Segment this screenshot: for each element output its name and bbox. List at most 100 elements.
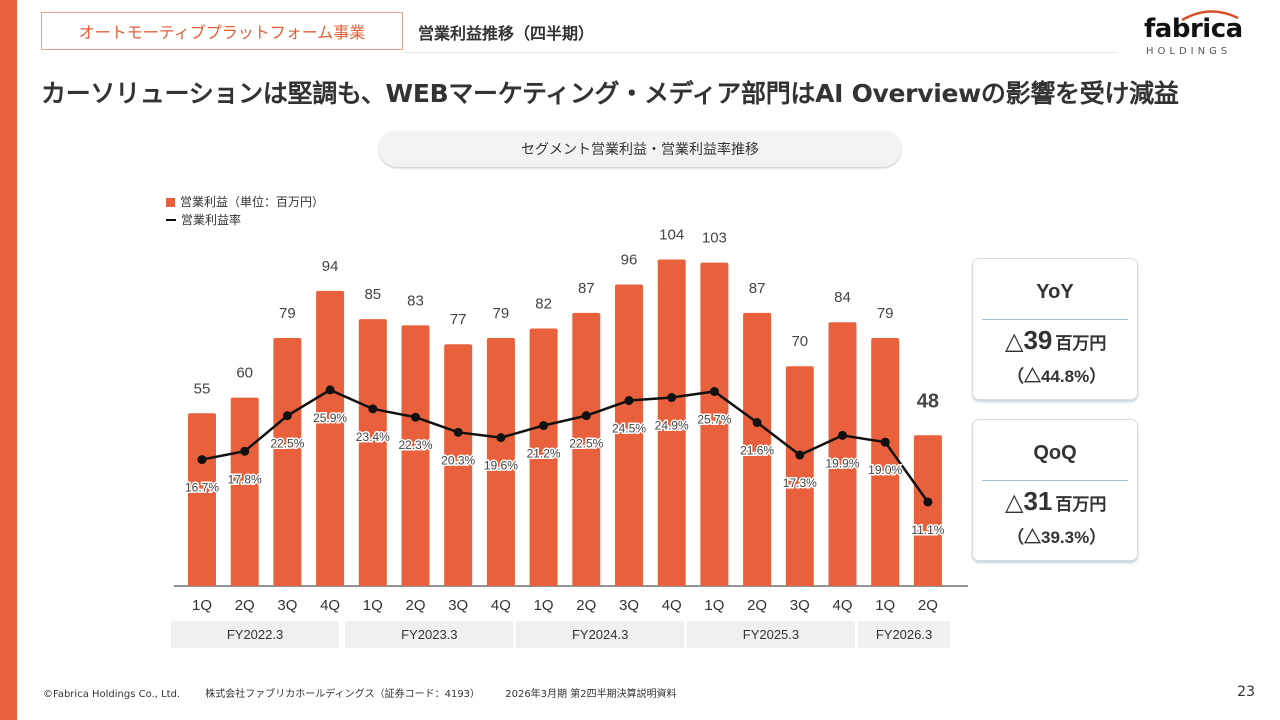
bar-operating-profit (230, 397, 259, 586)
margin-point (240, 446, 250, 456)
margin-point (411, 412, 420, 422)
margin-value-label: 19.9% (825, 456, 859, 470)
fiscal-year-band: FY2023.3 (345, 621, 514, 648)
footer-document: 2026年3月期 第2四半期決算説明資料 (505, 689, 677, 700)
section-tag: オートモーティブプラットフォーム事業 (41, 12, 403, 50)
margin-point (539, 421, 549, 431)
x-tick-label: 1Q (704, 597, 724, 614)
bar-operating-profit (273, 337, 302, 586)
kpi-number: 39 (1023, 325, 1053, 355)
footer-copyright: ©Fabrica Holdings Co., Ltd. (43, 689, 181, 700)
kpi-card-yoy: YoY △39 百万円 （△44.8%） (972, 258, 1138, 400)
bar-value-label: 103 (702, 230, 727, 247)
x-tick-label: 1Q (875, 597, 895, 614)
kpi-divider (982, 480, 1128, 481)
x-tick-label: 3Q (790, 597, 810, 614)
margin-value-label: 22.5% (569, 437, 603, 451)
bar-value-label: 79 (279, 305, 296, 322)
x-tick-label: 4Q (491, 597, 511, 614)
bar-operating-profit (828, 322, 857, 586)
accent-side-bar (0, 0, 17, 720)
bar-value-label: 104 (659, 226, 684, 243)
margin-point (325, 385, 335, 395)
kpi-unit: 百万円 (1055, 334, 1107, 354)
margin-point (667, 393, 677, 403)
legend-line-label: 営業利益率 (181, 213, 242, 227)
margin-point (496, 433, 506, 443)
footer-company: 株式会社ファブリカホールディングス（証券コード：4193） (205, 689, 481, 700)
margin-value-label: 17.8% (228, 472, 262, 486)
bar-value-label: 82 (535, 296, 552, 313)
bar-value-label: 77 (450, 311, 467, 328)
line-swatch-icon (166, 219, 176, 221)
margin-point (581, 411, 591, 421)
legend-item-operating-profit: 営業利益（単位：百万円） (166, 193, 324, 211)
bar-operating-profit (188, 413, 216, 586)
page-number: 23 (1237, 684, 1255, 700)
page-subtitle: 営業利益推移（四半期） (418, 24, 595, 43)
margin-value-label: 17.3% (783, 476, 817, 490)
line-operating-margin (201, 388, 929, 503)
margin-point (197, 455, 207, 465)
bar-value-label: 79 (493, 305, 510, 322)
x-tick-label: 2Q (918, 597, 938, 614)
bar-operating-profit (743, 312, 772, 586)
bar-operating-profit (785, 366, 814, 586)
chart-legend: 営業利益（単位：百万円） 営業利益率 (166, 193, 324, 229)
margin-value-label: 11.1% (911, 523, 944, 537)
bar-operating-profit (913, 435, 942, 586)
margin-value-label: 25.7% (697, 412, 731, 426)
bar-value-label: 85 (364, 286, 381, 303)
triangle-icon: △ (1005, 327, 1024, 355)
kpi-title: YoY (1036, 281, 1074, 303)
margin-point (880, 437, 890, 447)
x-tick-label: 3Q (448, 597, 468, 614)
margin-point (624, 396, 634, 406)
bar-value-label: 55 (194, 380, 211, 397)
x-tick-label: 1Q (363, 597, 383, 614)
bar-operating-profit (316, 290, 345, 586)
logo-subtext: HOLDINGS (1146, 46, 1232, 57)
bar-operating-profit (444, 344, 473, 586)
bar-operating-profit (572, 312, 601, 586)
bar-operating-profit (657, 259, 686, 586)
margin-value-label: 23.4% (356, 430, 390, 444)
bar-value-label: 83 (407, 292, 424, 309)
kpi-value: △31 百万円 (1005, 486, 1106, 517)
bar-value-label: 96 (621, 252, 638, 269)
bar-value-label: 87 (749, 280, 766, 297)
margin-point (923, 497, 933, 507)
margin-point (282, 411, 292, 421)
x-tick-label: 2Q (576, 597, 596, 614)
margin-value-label: 19.6% (484, 459, 518, 473)
kpi-title: QoQ (1033, 442, 1077, 464)
margin-point (838, 430, 847, 440)
logo-arc-icon (1181, 10, 1239, 22)
margin-value-label: 22.3% (398, 438, 432, 452)
x-tick-label: 1Q (534, 597, 554, 614)
kpi-card-qoq: QoQ △31 百万円 （△39.3%） (972, 419, 1138, 561)
bar-operating-profit (700, 262, 729, 586)
margin-point (752, 417, 762, 427)
margin-value-label: 24.5% (612, 422, 646, 436)
fiscal-year-band: FY2022.3 (170, 621, 340, 648)
subtitle-divider (405, 52, 1117, 53)
margin-value-label: 16.7% (185, 481, 219, 495)
bar-value-label: 84 (834, 289, 851, 306)
margin-value-label: 21.2% (527, 447, 561, 461)
x-tick-label: 2Q (747, 597, 767, 614)
bar-value-label: 87 (578, 280, 595, 297)
logo-wordmark: fabrica (1144, 14, 1243, 44)
bar-value-label: 70 (791, 333, 808, 350)
bar-operating-profit (529, 328, 558, 586)
x-tick-label: 4Q (320, 597, 340, 614)
page-headline: カーソリューションは堅調も、WEBマーケティング・メディア部門はAI Overv… (41, 79, 1179, 108)
bar-value-label: 79 (877, 305, 894, 322)
legend-bar-label: 営業利益（単位：百万円） (180, 195, 325, 209)
margin-value-label: 21.6% (740, 443, 774, 457)
kpi-percent: （△39.3%） (1007, 528, 1107, 547)
x-tick-label: 2Q (405, 597, 425, 614)
footer: ©Fabrica Holdings Co., Ltd. 株式会社ファブリカホール… (43, 685, 699, 700)
margin-point (368, 404, 378, 414)
